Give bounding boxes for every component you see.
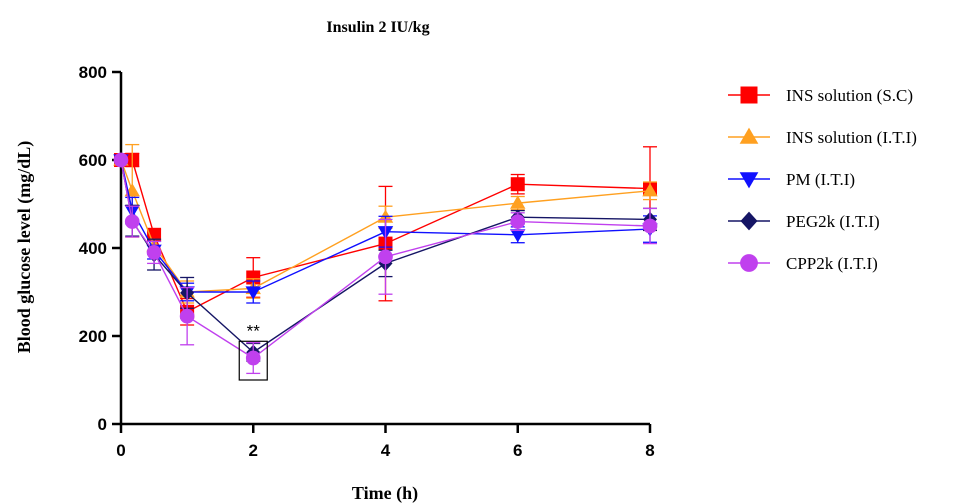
y-axis-label: Blood glucose level (mg/dL) (14, 141, 35, 354)
data-point (245, 286, 261, 300)
chart-title: Insulin 2 IU/kg (326, 19, 429, 36)
legend-item-3: PEG2k (I.T.I) (728, 211, 880, 231)
data-point (642, 218, 658, 234)
data-point (510, 177, 525, 192)
data-point (124, 214, 140, 229)
legend-label: INS solution (S.C) (786, 86, 913, 105)
data-point (146, 245, 162, 260)
legend-item-1: INS solution (I.T.I) (728, 127, 917, 147)
x-tick-label: 8 (645, 441, 654, 460)
x-tick-label: 2 (249, 441, 258, 460)
data-point (642, 183, 658, 197)
legend-label: PEG2k (I.T.I) (786, 212, 880, 231)
data-point (245, 350, 261, 366)
axes: 0 200 400 600 800 0 2 4 6 8 (79, 63, 655, 460)
data-point (510, 195, 526, 209)
plot-area: ** (113, 143, 658, 381)
legend-marker (740, 86, 758, 104)
data-point (510, 214, 526, 229)
x-tick-label: 0 (116, 441, 125, 460)
series-line (121, 159, 651, 313)
legend-marker (740, 254, 758, 272)
y-tick-label: 400 (79, 239, 107, 258)
legend-label: INS solution (I.T.I) (786, 128, 917, 147)
data-point (510, 229, 526, 243)
series-line (120, 159, 651, 293)
significance-box (238, 340, 268, 381)
legend: INS solution (S.C) INS solution (I.T.I) PM… (728, 86, 917, 273)
y-tick-label: 200 (79, 327, 107, 346)
significance-stars: ** (247, 321, 261, 340)
x-tick-label: 6 (513, 441, 522, 460)
legend-item-2: PM (I.T.I) (728, 170, 855, 189)
series-4 (113, 152, 658, 375)
legend-label: CPP2k (I.T.I) (786, 254, 878, 273)
y-tick-label: 0 (98, 415, 107, 434)
data-point (378, 249, 393, 265)
legend-marker (739, 127, 759, 144)
legend-item-0: INS solution (S.C) (728, 86, 913, 105)
x-tick-label: 4 (381, 441, 391, 460)
data-point (113, 152, 129, 168)
legend-marker (740, 211, 758, 231)
data-point (179, 308, 195, 324)
legend-item-4: CPP2k (I.T.I) (728, 254, 878, 273)
y-tick-label: 800 (79, 63, 107, 82)
legend-marker (739, 172, 759, 189)
y-tick-label: 600 (79, 151, 107, 170)
x-axis-label: Time (h) (352, 483, 418, 504)
legend-label: PM (I.T.I) (786, 170, 855, 189)
